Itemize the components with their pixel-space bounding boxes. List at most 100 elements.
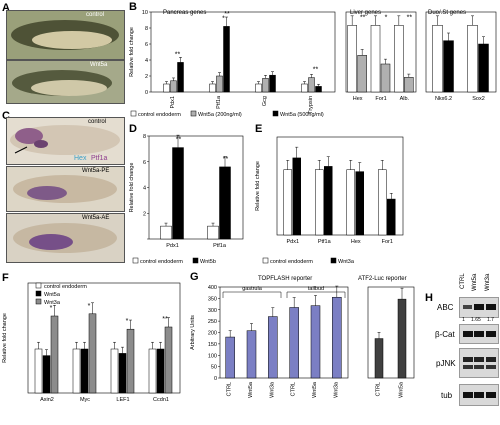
embryo-illustration — [12, 70, 112, 96]
bar — [110, 348, 119, 394]
bar — [118, 353, 127, 394]
embryo-photo-c-control — [6, 117, 125, 165]
blot-label-pjnk: pJNK — [436, 359, 456, 368]
legend-entry: Wnt5a — [44, 292, 61, 298]
y-tick-label: 10 — [142, 10, 148, 16]
bar — [246, 330, 257, 379]
significance-star: ** — [175, 51, 181, 58]
bar — [80, 348, 89, 394]
bar — [160, 225, 172, 240]
y-tick-label: 350 — [208, 296, 217, 302]
chart-duo-st-genes: Nkx6.2 Sox2 Duo/.St genes — [425, 10, 497, 102]
legend-swatch — [130, 110, 137, 117]
bar — [34, 348, 43, 394]
category-label: Pdx1 — [166, 243, 179, 249]
category-label: CTRL — [376, 382, 382, 396]
category-label: Wnt5a — [399, 381, 405, 398]
bar — [387, 198, 396, 236]
y-axis-label: Arbitrary Units — [190, 315, 196, 350]
plot-frame — [219, 286, 349, 379]
bar — [478, 43, 489, 93]
y-tick-label: 2 — [145, 74, 148, 80]
chart-wnt5b: 2 4 6 8 ** Pdx1 ** Ptf1a Relative fold change Dco… — [129, 123, 244, 265]
chart-title: Pancreas genes — [163, 10, 206, 16]
legend-entry: Wnt5a (200ng/ml) — [198, 112, 242, 118]
bar — [269, 74, 276, 93]
bar — [72, 348, 81, 394]
chart-title: Duo/.St genes — [428, 10, 466, 16]
label-wnt5a-pe: Wnt5a-PE — [82, 168, 110, 174]
lane-label: CTRL — [460, 273, 466, 289]
bar — [346, 169, 355, 236]
chart-wnt-targets: * Axin2 * Myc * LEF1 ** Ccdn1 Relative fold chan… — [2, 272, 181, 403]
group-bracket — [286, 291, 346, 298]
category-label: Pdx1 — [286, 239, 299, 245]
category-label: LEF1 — [116, 397, 129, 403]
y-axis-label: Relative fold change — [129, 163, 135, 213]
embryo-illustration — [11, 20, 119, 50]
legend-entry: control endoderm — [270, 259, 313, 265]
blot-bands — [463, 304, 496, 310]
bar — [255, 83, 262, 93]
blot-tub — [459, 384, 499, 406]
plot-frame — [425, 11, 497, 93]
significance-star: * — [385, 14, 388, 21]
embryo-photo-wnt5a — [6, 60, 125, 104]
legend-entry: control endoderm — [140, 259, 183, 265]
bar — [42, 355, 51, 394]
legend-swatch — [330, 257, 337, 264]
chart-title: Liver genes — [350, 10, 381, 16]
category-label: Wnt5a — [248, 381, 254, 398]
blot-label-beta-cat: β-Cat — [435, 330, 455, 339]
legend-entry: control endoderm — [138, 112, 181, 118]
embryo-illustration — [13, 223, 117, 253]
bar — [209, 83, 216, 93]
bar — [172, 147, 184, 240]
chart-topflash: 0 50 100 150 200 250 300 350 400 CTRL Wnt5a Wnt3a CT… — [190, 271, 349, 398]
bar — [177, 62, 184, 93]
bar — [467, 25, 478, 93]
bar — [380, 63, 391, 93]
blot-label-abc: ABC — [437, 303, 454, 312]
legend-swatch — [272, 110, 279, 117]
bar — [370, 25, 381, 93]
panel-letter-h: H — [425, 292, 433, 304]
blot-bands — [463, 331, 496, 337]
legend-entry: control endoderm — [44, 284, 87, 290]
embryo-photo-control — [6, 10, 125, 60]
category-label: Sox2 — [472, 96, 485, 102]
blot-label-tub: tub — [441, 391, 453, 400]
category-label: Ptf1a — [213, 243, 227, 249]
blot-bands — [463, 357, 496, 369]
bar — [207, 225, 219, 240]
blot-lane-labels: CTRL Wnt5a Wnt3a — [458, 273, 500, 295]
bar — [357, 55, 367, 93]
category-label: Ptf1a — [216, 95, 222, 109]
panel-letter: D — [129, 123, 137, 135]
y-tick-label: 150 — [208, 342, 217, 348]
bar — [156, 348, 165, 394]
bar — [170, 80, 177, 93]
category-label: For1 — [375, 96, 386, 102]
significance-star: ** — [224, 11, 230, 18]
bar — [225, 336, 235, 379]
lane-label: Wnt5a — [472, 273, 478, 291]
bar — [262, 78, 269, 93]
category-label: Hex — [351, 239, 361, 245]
bar — [332, 296, 342, 379]
legend-swatch — [132, 257, 139, 264]
bar — [310, 305, 321, 379]
panel-letter: F — [2, 272, 9, 284]
bar — [443, 40, 454, 93]
panel-letter: E — [255, 123, 262, 135]
chart-wnt3a: Pdx1 Ptf1a Hex For1 Relative fold change Econ… — [255, 123, 404, 265]
bar — [223, 26, 230, 93]
lane-label: Wnt3a — [485, 273, 491, 291]
category-label: Ptf1a — [318, 239, 332, 245]
y-tick-label: 0 — [214, 376, 217, 382]
bar — [292, 157, 301, 236]
bar — [289, 307, 299, 379]
y-tick-label: 400 — [208, 285, 217, 291]
abc-value: 1.65 — [471, 317, 481, 323]
